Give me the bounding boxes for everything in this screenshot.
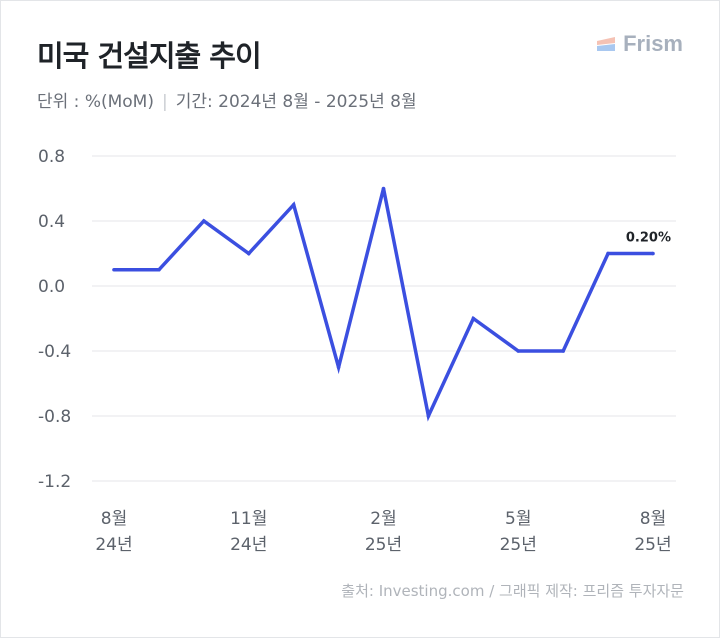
y-tick-label: -0.4 [38, 342, 71, 362]
data-point [426, 414, 431, 418]
x-tick-year-label: 25년 [634, 535, 671, 555]
data-point [561, 349, 565, 353]
x-tick-year-label: 24년 [230, 535, 267, 555]
period-label: 기간: 2024년 8월 - 2025년 8월 [175, 92, 417, 112]
data-point [336, 365, 341, 370]
x-tick-year-label: 25년 [365, 535, 402, 555]
logo-text: Frism [623, 31, 683, 56]
page-title: 미국 건설지출 추이 [37, 39, 262, 73]
frism-stacked-bars-icon [597, 37, 616, 51]
chart-subtitle: 단위 : %(MoM) | 기간: 2024년 8월 - 2025년 8월 [37, 87, 417, 112]
unit-label: 단위 : %(MoM) [37, 92, 154, 112]
y-tick-label: -0.8 [38, 407, 71, 427]
x-tick-month-label: 8월 [640, 509, 666, 529]
data-label: 0.20% [626, 231, 671, 246]
x-tick-year-label: 24년 [95, 535, 132, 555]
x-tick-month-label: 8월 [101, 509, 127, 529]
brand-logo: Frism [595, 31, 683, 57]
data-point [157, 267, 161, 272]
y-tick-label: 0.0 [38, 277, 65, 297]
series-line [114, 188, 653, 422]
data-point [112, 267, 116, 272]
data-point [381, 186, 386, 191]
x-tick-month-label: 2월 [370, 509, 396, 529]
data-point [471, 316, 476, 321]
y-tick-label: -1.2 [38, 472, 71, 492]
x-tick-month-label: 11월 [230, 509, 267, 529]
y-tick-label: 0.4 [38, 212, 65, 232]
y-tick-label: 0.8 [38, 147, 65, 167]
data-point [291, 202, 296, 207]
subtitle-divider: | [161, 92, 168, 112]
x-tick-year-label: 25년 [500, 535, 537, 555]
data-point [606, 251, 610, 256]
source-credit: 출처: Investing.com / 그래픽 제작: 프리즘 투자자문 [341, 582, 684, 600]
data-point [651, 251, 655, 256]
data-point [516, 349, 521, 353]
data-point [202, 219, 206, 223]
x-tick-month-label: 5월 [505, 509, 531, 529]
data-point [246, 251, 251, 256]
